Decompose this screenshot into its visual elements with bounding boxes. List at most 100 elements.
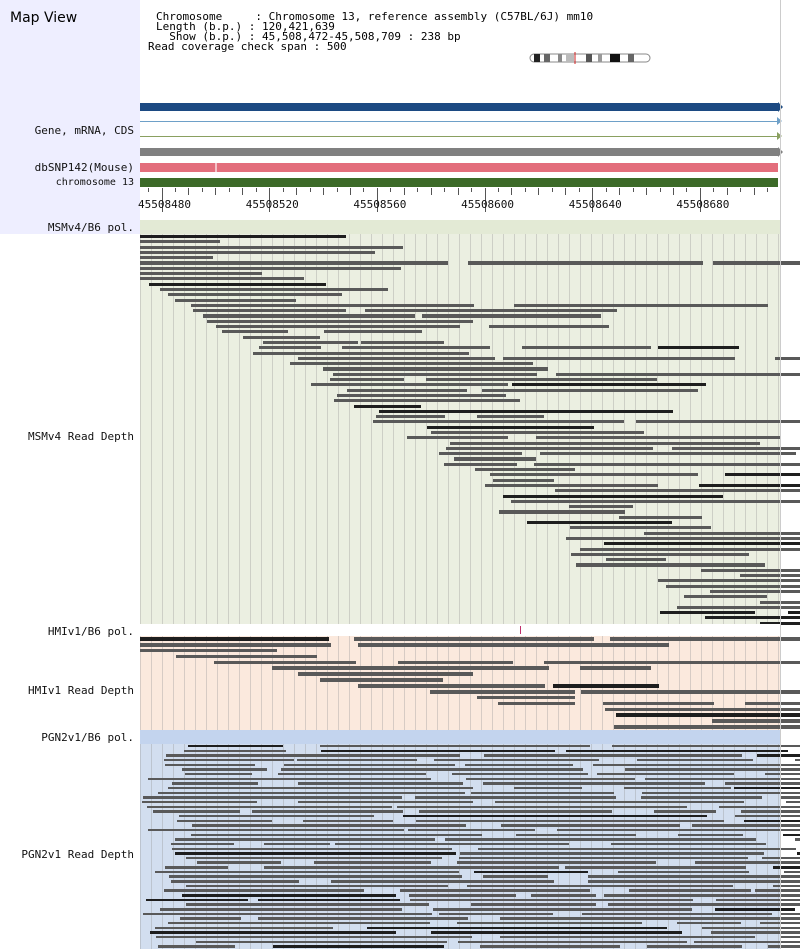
read[interactable] [181,768,268,771]
read[interactable] [579,666,651,671]
read[interactable] [140,266,401,270]
read[interactable] [718,805,800,809]
read[interactable] [142,796,403,799]
read[interactable] [772,884,800,888]
read[interactable] [552,684,659,688]
read[interactable] [734,786,800,790]
read[interactable] [471,791,615,795]
read[interactable] [172,782,258,785]
read[interactable] [169,875,462,878]
read[interactable] [175,654,317,659]
read[interactable] [330,378,404,382]
gene-track-bar[interactable] [140,103,778,111]
read[interactable] [182,894,396,897]
read[interactable] [786,800,800,804]
read[interactable] [474,870,588,874]
read[interactable] [465,777,635,781]
read[interactable] [159,287,388,292]
read[interactable] [566,749,788,753]
read[interactable] [148,777,431,781]
read[interactable] [581,689,800,694]
read[interactable] [556,372,800,376]
read[interactable] [272,666,550,671]
read[interactable] [334,399,521,403]
read[interactable] [277,772,427,776]
read[interactable] [354,404,422,408]
read[interactable] [290,362,533,366]
read[interactable] [604,542,800,546]
read[interactable] [483,875,549,878]
pol-track[interactable] [140,624,780,636]
read[interactable] [725,782,800,785]
read[interactable] [671,446,800,450]
read[interactable] [483,754,743,757]
read[interactable] [406,436,509,440]
read[interactable] [678,833,743,836]
read[interactable] [297,758,417,762]
read[interactable] [190,303,474,307]
read[interactable] [421,314,601,318]
read[interactable] [512,383,706,387]
read[interactable] [489,325,609,329]
read[interactable] [140,261,449,265]
read[interactable] [624,768,800,771]
read[interactable] [397,805,687,809]
read[interactable] [172,847,452,850]
read[interactable] [146,898,248,902]
read[interactable] [251,810,403,813]
read[interactable] [158,945,236,948]
gene-gray-bar[interactable] [140,148,778,156]
read[interactable] [569,505,633,509]
read[interactable] [203,314,416,318]
read[interactable] [780,936,800,939]
read[interactable] [159,908,403,911]
read[interactable] [587,875,800,878]
read[interactable] [443,462,517,466]
read[interactable] [418,810,613,813]
read[interactable] [543,660,800,665]
read[interactable] [666,584,800,588]
read[interactable] [465,763,574,767]
read[interactable] [636,420,800,424]
read[interactable] [536,436,781,440]
read[interactable] [474,468,576,472]
read[interactable] [342,346,491,350]
read[interactable] [503,356,736,360]
read[interactable] [479,945,621,948]
read[interactable] [192,824,467,827]
read[interactable] [297,782,463,785]
read[interactable] [756,754,800,757]
read[interactable] [787,611,800,615]
read[interactable] [609,637,800,641]
read[interactable] [795,838,800,841]
read[interactable] [179,814,374,818]
read[interactable] [478,847,797,850]
read[interactable] [492,478,554,482]
read[interactable] [153,810,240,813]
read[interactable] [588,880,800,883]
read[interactable] [425,378,657,382]
read[interactable] [614,725,800,729]
read[interactable] [431,931,683,934]
read[interactable] [409,894,517,897]
read[interactable] [141,800,257,804]
read[interactable] [143,912,433,916]
read[interactable] [174,298,297,302]
read[interactable] [767,945,800,948]
read[interactable] [140,250,375,254]
read[interactable] [449,441,760,445]
read[interactable] [333,372,538,376]
read[interactable] [657,346,740,350]
read[interactable] [453,457,537,461]
read[interactable] [782,833,800,836]
read[interactable] [319,745,590,748]
read[interactable] [644,777,800,781]
read[interactable] [323,330,422,334]
read[interactable] [460,852,764,855]
read[interactable] [533,462,800,466]
read[interactable] [185,772,252,776]
read[interactable] [745,701,800,706]
read[interactable] [157,791,465,795]
read[interactable] [521,346,652,350]
read[interactable] [179,917,241,920]
